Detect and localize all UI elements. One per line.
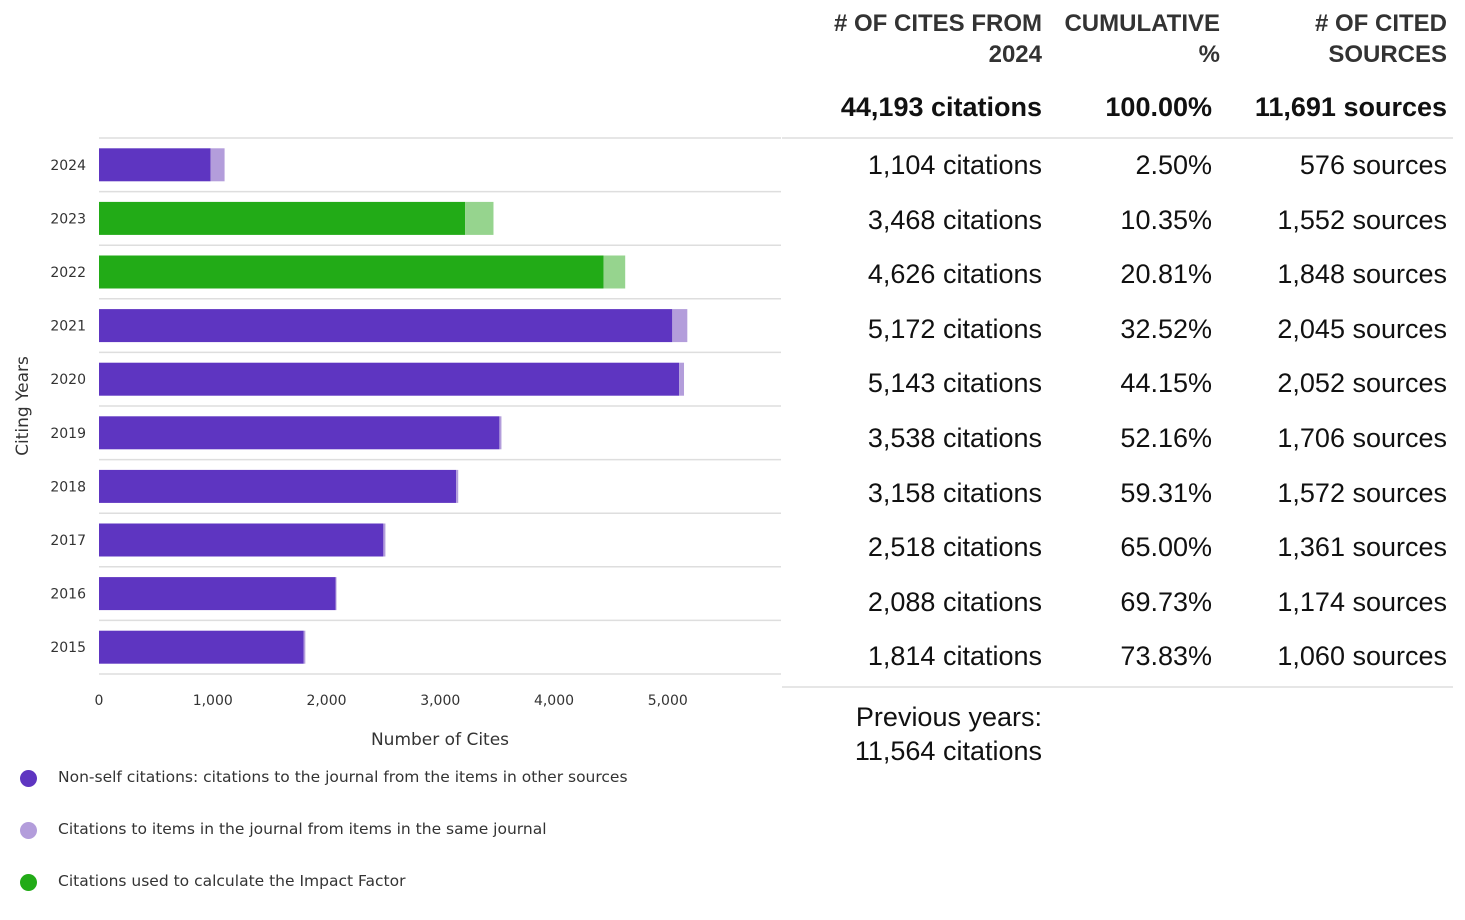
bar-segment bbox=[99, 416, 500, 450]
row-cumulative: 52.16% bbox=[1120, 423, 1212, 453]
total-cumulative: 100.00% bbox=[1105, 92, 1212, 122]
header-sources-line2: sources bbox=[1328, 41, 1447, 68]
row-cumulative: 69.73% bbox=[1120, 586, 1212, 617]
bar-segment bbox=[99, 630, 304, 664]
y-tick-labels: 2024 2023 2022 2021 2020 2019 2018 2017 2016 2015 bbox=[50, 158, 86, 656]
previous-years-label: Previous years: bbox=[855, 702, 1042, 732]
x-tick-label: 0 bbox=[95, 693, 104, 709]
row-sources: 1,060 sources bbox=[1277, 641, 1447, 672]
row-sources: 1,706 sources bbox=[1277, 423, 1447, 453]
row-cites: 5,172 citations bbox=[867, 313, 1042, 344]
row-sources: 1,848 sources bbox=[1277, 259, 1447, 290]
header-sources-line1: # of cited bbox=[1314, 10, 1447, 37]
bar-segment bbox=[603, 255, 626, 289]
bar-segment bbox=[335, 577, 337, 611]
row-sources: 2,045 sources bbox=[1277, 313, 1447, 344]
x-tick-label: 2,000 bbox=[306, 693, 346, 709]
chart-gridlines bbox=[99, 137, 781, 675]
previous-years-value: 11,564 citations bbox=[854, 736, 1042, 766]
bar-segment bbox=[679, 362, 685, 396]
total-sources: 11,691 sources bbox=[1254, 92, 1447, 122]
row-sources: 1,174 sources bbox=[1277, 586, 1447, 617]
x-tick-label: 3,000 bbox=[420, 693, 460, 709]
header-cumulative-line1: Cumulative bbox=[1064, 10, 1220, 37]
row-sources: 576 sources bbox=[1299, 150, 1447, 180]
row-cumulative: 20.81% bbox=[1120, 259, 1212, 290]
y-tick-label: 2016 bbox=[50, 587, 86, 603]
x-tick-label: 1,000 bbox=[193, 693, 233, 709]
header-cites-from: # of cites from 2024 bbox=[782, 8, 1042, 70]
y-tick-label: 2022 bbox=[50, 265, 86, 281]
y-tick-label: 2020 bbox=[50, 372, 86, 388]
y-tick-label: 2021 bbox=[50, 319, 86, 335]
row-cites: 2,088 citations bbox=[867, 586, 1042, 617]
row-cumulative: 59.31% bbox=[1120, 477, 1212, 508]
y-tick-label: 2015 bbox=[50, 640, 86, 656]
header-cites-line2: 2024 bbox=[988, 41, 1042, 68]
row-cumulative: 73.83% bbox=[1120, 641, 1212, 672]
x-tick-label: 4,000 bbox=[534, 693, 574, 709]
row-cumulative: 2.50% bbox=[1135, 150, 1212, 180]
row-cites: 3,158 citations bbox=[867, 477, 1042, 508]
table-bottom-divider bbox=[782, 686, 1453, 688]
row-cumulative: 10.35% bbox=[1120, 204, 1212, 235]
bar-segment bbox=[99, 577, 336, 611]
row-sources: 1,552 sources bbox=[1277, 204, 1447, 235]
row-sources: 2,052 sources bbox=[1277, 368, 1447, 399]
row-cites: 4,626 citations bbox=[867, 259, 1042, 290]
legend-label-non-self: Non-self citations: citations to the jou… bbox=[58, 768, 628, 786]
row-sources: 1,361 sources bbox=[1277, 532, 1447, 563]
row-sources: 1,572 sources bbox=[1277, 477, 1447, 508]
y-axis-title: Citing Years bbox=[13, 356, 33, 456]
bar-segment bbox=[99, 148, 211, 182]
bar-segment bbox=[672, 309, 688, 343]
bar-segment bbox=[210, 148, 225, 182]
legend-label-self: Citations to items in the journal from i… bbox=[58, 820, 547, 838]
bar-segment bbox=[499, 416, 502, 450]
row-cumulative: 65.00% bbox=[1120, 532, 1212, 563]
header-cites-line1: # of cites from bbox=[833, 10, 1042, 37]
y-tick-label: 2023 bbox=[50, 211, 86, 227]
bar-segment bbox=[303, 630, 306, 664]
bar-segment bbox=[456, 469, 459, 503]
legend-dot-self bbox=[20, 822, 37, 839]
bar-segment bbox=[99, 523, 384, 557]
bar-segment bbox=[99, 309, 673, 343]
row-cumulative: 32.52% bbox=[1120, 313, 1212, 344]
y-tick-label: 2018 bbox=[50, 479, 86, 495]
y-tick-label: 2017 bbox=[50, 533, 86, 549]
citations-bar-chart: 2024 2023 2022 2021 2020 2019 2018 2017 2016 2015… bbox=[13, 137, 781, 750]
legend-label-impact-factor: Citations used to calculate the Impact F… bbox=[58, 872, 406, 890]
y-tick-label: 2024 bbox=[50, 158, 86, 174]
row-cites: 2,518 citations bbox=[867, 532, 1042, 563]
legend-dot-non-self bbox=[20, 770, 37, 787]
header-cumulative-line2: % bbox=[1198, 41, 1220, 68]
header-cumulative: Cumulative % bbox=[1052, 8, 1220, 70]
total-cites: 44,193 citations bbox=[840, 92, 1042, 122]
row-cites: 3,538 citations bbox=[867, 423, 1042, 453]
y-tick-label: 2019 bbox=[50, 426, 86, 442]
row-cites: 3,468 citations bbox=[867, 204, 1042, 235]
x-tick-label: 5,000 bbox=[648, 693, 688, 709]
row-cites: 5,143 citations bbox=[867, 368, 1042, 399]
row-cites: 1,104 citations bbox=[867, 150, 1042, 180]
bar-segment bbox=[99, 469, 457, 503]
bar-segment bbox=[383, 523, 386, 557]
bar-segment bbox=[99, 255, 604, 289]
legend-dot-impact-factor bbox=[20, 874, 37, 891]
row-cites: 1,814 citations bbox=[867, 641, 1042, 672]
bar-segment bbox=[99, 201, 466, 235]
row-cumulative: 44.15% bbox=[1120, 368, 1212, 399]
previous-years: Previous years: 11,564 citations bbox=[782, 700, 1042, 768]
bar-segment bbox=[465, 201, 494, 235]
table-divider bbox=[782, 137, 1453, 139]
chart-bars bbox=[99, 148, 688, 664]
bar-segment bbox=[99, 362, 680, 396]
header-cited-sources: # of cited sources bbox=[1222, 8, 1447, 70]
x-axis-title: Number of Cites bbox=[371, 730, 509, 750]
x-tick-labels: 0 1,000 2,000 3,000 4,000 5,000 bbox=[95, 693, 688, 709]
